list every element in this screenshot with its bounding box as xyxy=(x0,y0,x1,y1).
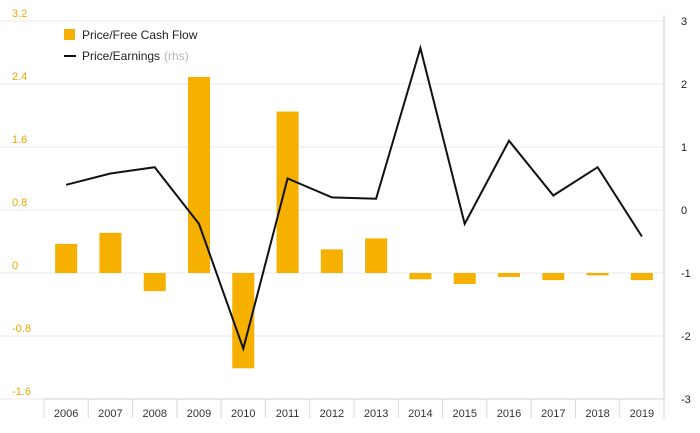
bar xyxy=(143,273,166,292)
y-right-tick-label: 1 xyxy=(681,142,687,154)
y-right-tick-label: -2 xyxy=(681,331,691,343)
y-left-tick-label: 3.2 xyxy=(12,8,27,20)
bar xyxy=(99,232,122,273)
legend-label-bar: Price/Free Cash Flow xyxy=(82,28,198,42)
x-tick-label: 2018 xyxy=(585,408,609,420)
legend-label-line-text: Price/Earnings xyxy=(82,49,160,63)
line-series xyxy=(65,44,643,353)
bar xyxy=(188,76,210,273)
x-tick-label: 2012 xyxy=(320,408,344,420)
x-tick-label: 2019 xyxy=(630,408,654,420)
x-tick-label: 2007 xyxy=(98,408,122,420)
x-tick-label: 2006 xyxy=(54,408,78,420)
x-tick-label: 2014 xyxy=(408,408,432,420)
x-tick-label: 2011 xyxy=(276,408,300,420)
bar xyxy=(630,273,653,281)
gridlines xyxy=(0,20,664,400)
bar xyxy=(276,111,299,273)
bar xyxy=(409,273,432,280)
y-left-tick-label: 1.6 xyxy=(12,134,27,146)
bar xyxy=(542,273,565,281)
legend: Price/Free Cash Flow Price/Earnings (rhs) xyxy=(64,28,198,63)
x-tick-label: 2009 xyxy=(187,408,211,420)
bar xyxy=(320,249,343,273)
legend-label-line-note: (rhs) xyxy=(164,49,189,63)
y-right-tick-label: 0 xyxy=(681,205,687,217)
y-left-tick-label: -1.6 xyxy=(12,386,31,398)
y-left-tick-label: -0.8 xyxy=(12,323,31,335)
x-tick-label: 2017 xyxy=(541,408,565,420)
y-left-tick-label: 0.8 xyxy=(12,197,27,209)
x-tick-label: 2015 xyxy=(452,408,476,420)
x-tick-label: 2013 xyxy=(364,408,388,420)
legend-swatch-bar xyxy=(64,29,75,40)
bar xyxy=(498,273,520,277)
y-right-tick-label: 2 xyxy=(681,79,687,91)
y-right-tick-label: 3 xyxy=(681,16,687,28)
x-tick-label: 2008 xyxy=(142,408,166,420)
y-left-tick-label: 0 xyxy=(12,260,18,272)
line-path xyxy=(65,44,643,353)
bar xyxy=(586,273,609,276)
bar-series xyxy=(55,76,653,369)
y-right-tick-label: -1 xyxy=(681,268,691,280)
x-tick-label: 2016 xyxy=(497,408,521,420)
x-tick-label: 2010 xyxy=(231,408,255,420)
y-left-tick-label: 2.4 xyxy=(12,71,27,83)
bar xyxy=(55,243,78,273)
axes: 3.2 2.4 1.6 0.8 0 -0.8 -1.6 3 2 1 0 -1 -2 -3 2006 2007 2… xyxy=(12,8,691,420)
bar xyxy=(232,273,255,369)
bar xyxy=(365,238,388,273)
legend-label-line: Price/Earnings (rhs) xyxy=(82,49,189,63)
y-right-tick-label: -3 xyxy=(681,394,691,406)
bar xyxy=(453,273,476,285)
